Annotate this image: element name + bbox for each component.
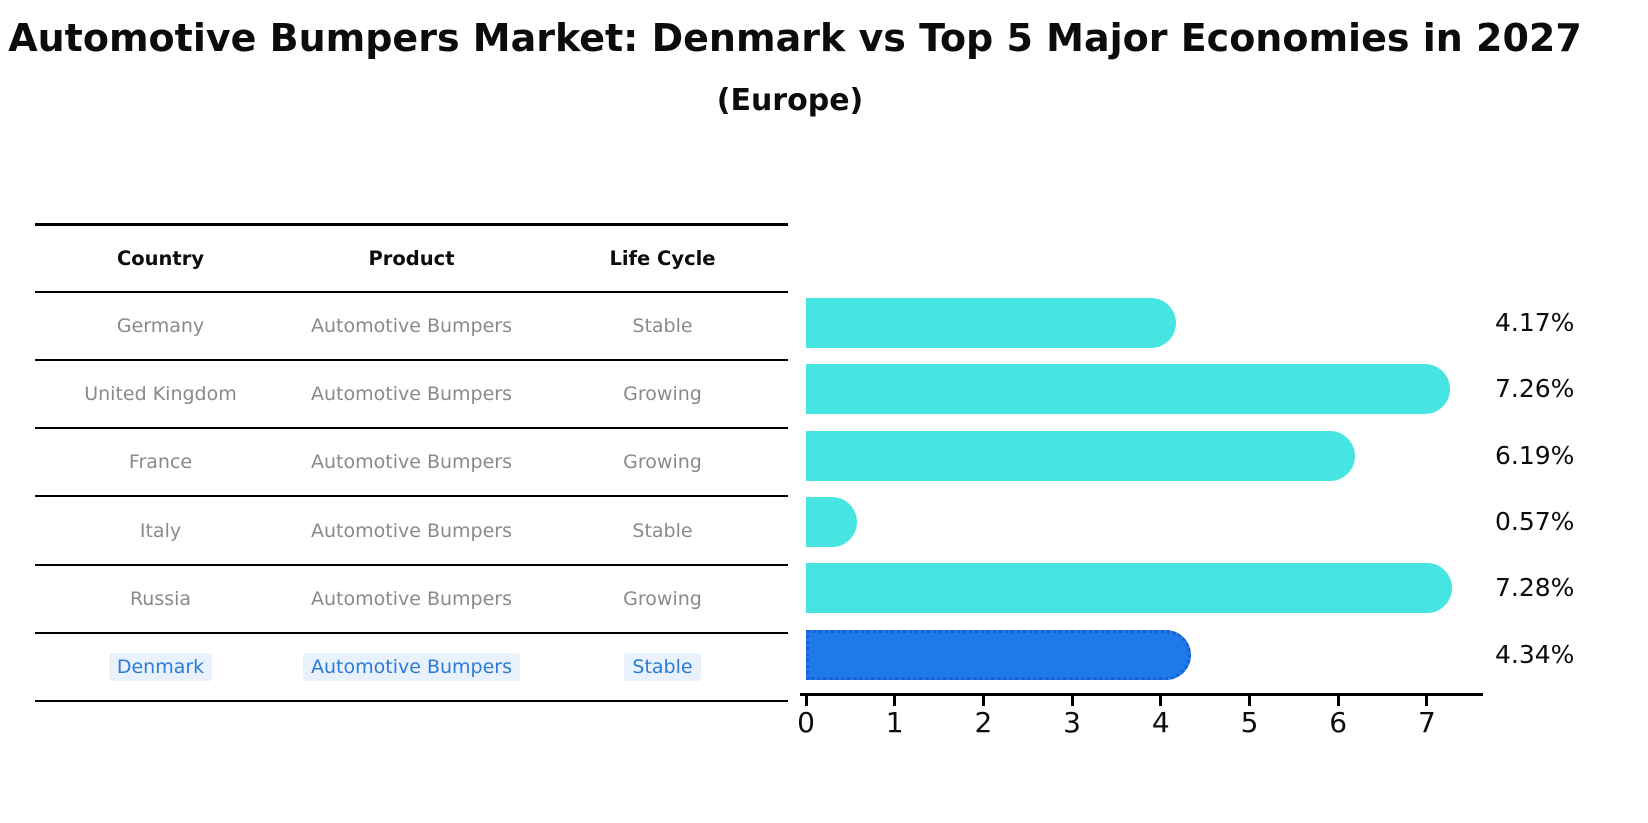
bar-denmark (806, 629, 1191, 680)
table-row: France Automotive Bumpers Growing (35, 429, 788, 498)
x-axis-tick-label: 6 (1329, 706, 1348, 739)
x-axis-tick-label: 5 (1240, 706, 1259, 739)
table-cell-life-cycle: Stable (537, 653, 788, 682)
table-cell-label: Growing (623, 587, 702, 610)
table-cell-product: Automotive Bumpers (286, 451, 537, 473)
x-axis-tick (804, 696, 808, 706)
table-cell-label: Italy (139, 519, 182, 542)
country-table: Country Product Life Cycle Germany Automotiv… (35, 223, 788, 703)
table-cell-country: Russia (35, 588, 286, 610)
table-cell-life-cycle: Stable (537, 520, 788, 542)
x-axis-tick (1070, 696, 1074, 706)
table-cell-country: United Kingdom (35, 383, 286, 405)
table-row: United Kingdom Automotive Bumpers Growing (35, 361, 788, 430)
table-cell-label: Russia (129, 587, 192, 610)
table-header-product: Product (286, 247, 537, 270)
bar-value-label: 7.28% (1495, 573, 1575, 603)
table-cell-label: Automotive Bumpers (311, 519, 512, 542)
table-cell-label: Automotive Bumpers (311, 451, 512, 474)
bar-value-label: 0.57% (1495, 507, 1575, 537)
x-axis-tick (981, 696, 985, 706)
bar-value-label: 7.26% (1495, 374, 1575, 404)
table-header-row: Country Product Life Cycle (35, 226, 788, 293)
x-axis-tick-label: 4 (1151, 706, 1170, 739)
table-header-country: Country (35, 247, 286, 270)
table-cell-label: Automotive Bumpers (311, 314, 512, 337)
table-cell-label: Automotive Bumpers (311, 587, 512, 610)
x-axis-tick (893, 696, 897, 706)
table-row: Russia Automotive Bumpers Growing (35, 566, 788, 634)
table-cell-label: Stable (632, 314, 693, 337)
table-cell-country: Germany (35, 315, 286, 337)
x-axis-tick (1425, 696, 1429, 706)
table-cell-life-cycle: Growing (537, 588, 788, 610)
table-cell-label: Automotive Bumpers (303, 653, 520, 682)
x-axis-tick (1159, 696, 1163, 706)
table-cell-label: Growing (623, 382, 702, 405)
table-cell-label: Stable (632, 519, 693, 542)
bar-value-label: 4.34% (1495, 639, 1575, 669)
x-axis-tick-label: 2 (974, 706, 993, 739)
table-cell-product: Automotive Bumpers (286, 588, 537, 610)
x-axis-tick (1336, 696, 1340, 706)
table-cell-product: Automotive Bumpers (286, 383, 537, 405)
table-header-label: Life Cycle (609, 246, 716, 270)
table-header-label: Product (368, 246, 455, 270)
bar-germany (806, 298, 1176, 348)
bar-value-label: 6.19% (1495, 440, 1575, 470)
table-header-life-cycle: Life Cycle (537, 247, 788, 270)
table-row: Italy Automotive Bumpers Stable (35, 497, 788, 566)
table-cell-life-cycle: Growing (537, 383, 788, 405)
x-axis-tick (1248, 696, 1251, 706)
x-axis-tick-label: 3 (1063, 706, 1082, 739)
table-row: Denmark Automotive Bumpers Stable (35, 634, 788, 703)
table-cell-label: Growing (623, 451, 702, 474)
table-row: Germany Automotive Bumpers Stable (35, 293, 788, 361)
table-cell-life-cycle: Stable (537, 315, 788, 337)
x-axis-tick-label: 7 (1417, 706, 1436, 739)
table-cell-product: Automotive Bumpers (286, 315, 537, 337)
bar-france (806, 430, 1356, 481)
table-cell-product: Automotive Bumpers (286, 653, 537, 682)
table-cell-label: Germany (116, 314, 205, 337)
x-axis-line (800, 693, 1483, 696)
table-cell-product: Automotive Bumpers (286, 520, 537, 542)
bar-russia (806, 563, 1452, 614)
chart-title: Automotive Bumpers Market: Denmark vs To… (8, 16, 1582, 60)
table-header-label: Country (116, 246, 205, 270)
table-cell-label: France (128, 451, 193, 474)
table-cell-country: Italy (35, 520, 286, 542)
table-cell-label: United Kingdom (84, 382, 237, 405)
bar-italy (806, 497, 857, 548)
table-cell-life-cycle: Growing (537, 451, 788, 473)
table-cell-country: France (35, 451, 286, 473)
bar-united-kingdom (806, 364, 1450, 415)
table-cell-label: Automotive Bumpers (311, 382, 512, 405)
table-cell-label: Denmark (108, 653, 213, 682)
chart-subtitle: (Europe) (716, 83, 864, 118)
bar-value-label: 4.17% (1495, 308, 1575, 337)
table-cell-country: Denmark (35, 653, 286, 682)
table-cell-label: Stable (624, 653, 701, 682)
x-axis-tick-label: 1 (885, 706, 904, 739)
x-axis-tick-label: 0 (797, 706, 815, 739)
